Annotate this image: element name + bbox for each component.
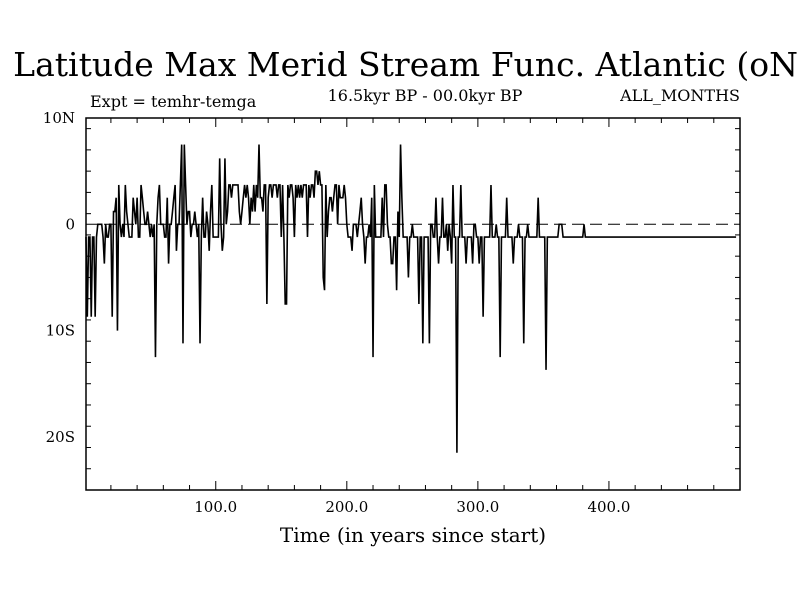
x-axis-labels: 100.0 200.0 300.0 400.0	[194, 498, 630, 516]
y-tick-label: 10N	[43, 109, 75, 127]
x-axis-ticks	[110, 118, 715, 490]
y-axis-labels: 10N 0 10S 20S	[43, 109, 75, 446]
subtitle-experiment: Expt = temhr-temga	[90, 92, 257, 111]
x-axis-label: Time (in years since start)	[280, 523, 546, 547]
plot-frame	[85, 117, 741, 491]
x-tick-label: 400.0	[587, 498, 630, 516]
x-tick-label: 200.0	[325, 498, 368, 516]
series-line	[85, 144, 737, 453]
subtitle-months: ALL_MONTHS	[619, 86, 740, 105]
y-tick-label: 0	[65, 215, 75, 233]
x-tick-label: 300.0	[456, 498, 499, 516]
x-tick-label: 100.0	[194, 498, 237, 516]
y-tick-label: 20S	[46, 428, 75, 446]
y-tick-label: 10S	[46, 322, 75, 340]
chart-title: Latitude Max Merid Stream Func. Atlantic…	[13, 45, 800, 84]
subtitle-period: 16.5kyr BP - 00.0kyr BP	[328, 86, 523, 105]
